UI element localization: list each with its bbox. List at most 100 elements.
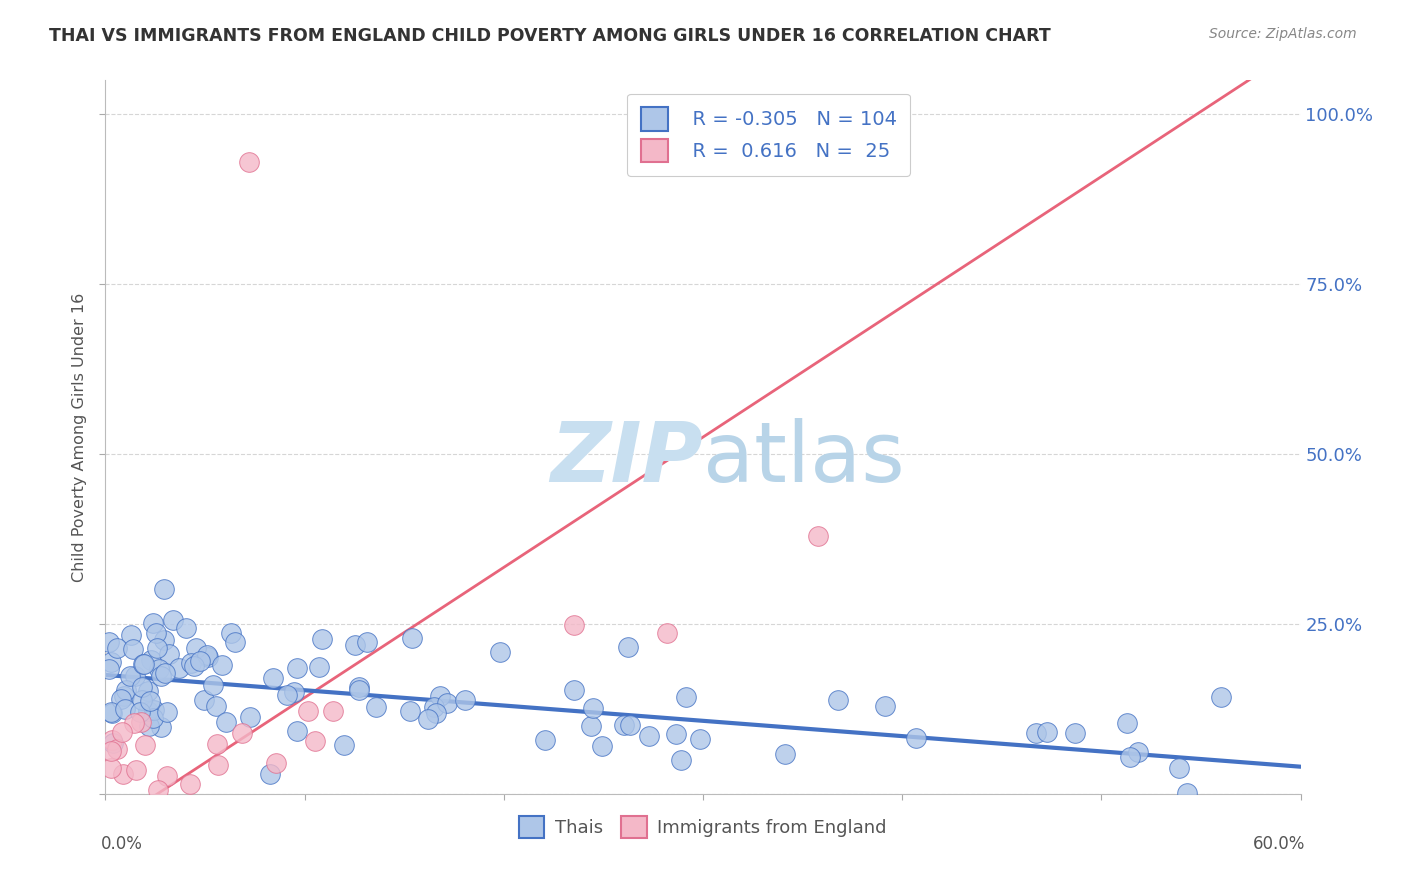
Point [276, 688, 298, 702]
Point [1118, 750, 1140, 764]
Legend: Thais, Immigrants from England: Thais, Immigrants from England [512, 809, 894, 846]
Point [425, 706, 447, 721]
Point [156, 769, 179, 783]
Point [1025, 726, 1047, 740]
Point [773, 747, 796, 762]
Point [401, 631, 423, 645]
Point [562, 618, 585, 632]
Point [238, 154, 260, 169]
Text: 0.0%: 0.0% [101, 835, 143, 853]
Point [100, 655, 122, 669]
Point [98, 635, 121, 649]
Point [398, 704, 420, 718]
Point [183, 658, 205, 673]
Point [333, 738, 356, 752]
Text: 60.0%: 60.0% [1253, 835, 1305, 853]
Point [689, 731, 711, 746]
Point [211, 658, 233, 673]
Point [591, 739, 613, 753]
Text: atlas: atlas [703, 418, 904, 499]
Point [581, 700, 603, 714]
Point [616, 640, 638, 654]
Point [153, 633, 176, 648]
Point [224, 635, 246, 649]
Point [322, 704, 344, 718]
Point [308, 660, 330, 674]
Point [100, 761, 122, 775]
Point [138, 719, 160, 733]
Point [100, 705, 122, 719]
Point [111, 767, 134, 781]
Point [1175, 785, 1198, 799]
Point [297, 704, 319, 718]
Point [264, 756, 287, 770]
Point [283, 685, 305, 699]
Point [347, 682, 370, 697]
Point [142, 711, 165, 725]
Point [153, 665, 176, 680]
Point [146, 640, 169, 655]
Point [205, 698, 228, 713]
Point [262, 671, 284, 685]
Point [638, 729, 661, 743]
Point [125, 764, 148, 778]
Point [197, 649, 219, 664]
Point [905, 731, 928, 745]
Point [179, 777, 201, 791]
Point [157, 647, 180, 661]
Point [304, 733, 326, 747]
Point [534, 733, 557, 747]
Point [1116, 716, 1139, 731]
Point [193, 693, 215, 707]
Point [619, 718, 641, 732]
Point [429, 690, 451, 704]
Point [675, 690, 697, 705]
Point [418, 712, 440, 726]
Point [423, 699, 446, 714]
Point [221, 625, 243, 640]
Point [311, 632, 333, 647]
Point [1209, 690, 1232, 704]
Text: Source: ZipAtlas.com: Source: ZipAtlas.com [1209, 27, 1357, 41]
Text: THAI VS IMMIGRANTS FROM ENGLAND CHILD POVERTY AMONG GIRLS UNDER 16 CORRELATION C: THAI VS IMMIGRANTS FROM ENGLAND CHILD PO… [49, 27, 1050, 45]
Point [149, 669, 172, 683]
Point [136, 704, 159, 718]
Point [142, 616, 165, 631]
Point [120, 628, 142, 642]
Point [489, 645, 512, 659]
Point [134, 738, 156, 752]
Point [231, 725, 253, 739]
Point [285, 724, 308, 739]
Point [124, 669, 146, 683]
Point [195, 648, 218, 663]
Y-axis label: Child Poverty Among Girls Under 16: Child Poverty Among Girls Under 16 [72, 293, 87, 582]
Point [1168, 761, 1191, 775]
Point [100, 744, 122, 758]
Point [343, 638, 366, 652]
Point [665, 726, 688, 740]
Point [145, 625, 167, 640]
Point [207, 758, 229, 772]
Point [202, 677, 225, 691]
Point [153, 582, 176, 597]
Point [143, 703, 166, 717]
Point [564, 683, 586, 698]
Point [827, 693, 849, 707]
Point [356, 634, 378, 648]
Point [239, 710, 262, 724]
Point [643, 154, 665, 169]
Point [121, 642, 143, 657]
Point [112, 689, 135, 703]
Point [873, 698, 896, 713]
Point [285, 661, 308, 675]
Point [669, 753, 692, 767]
Point [115, 683, 138, 698]
Point [259, 766, 281, 780]
Point [1126, 746, 1149, 760]
Point [120, 669, 142, 683]
Point [148, 662, 170, 676]
Point [131, 680, 153, 694]
Point [101, 736, 124, 750]
Point [366, 700, 388, 714]
Point [205, 737, 228, 751]
